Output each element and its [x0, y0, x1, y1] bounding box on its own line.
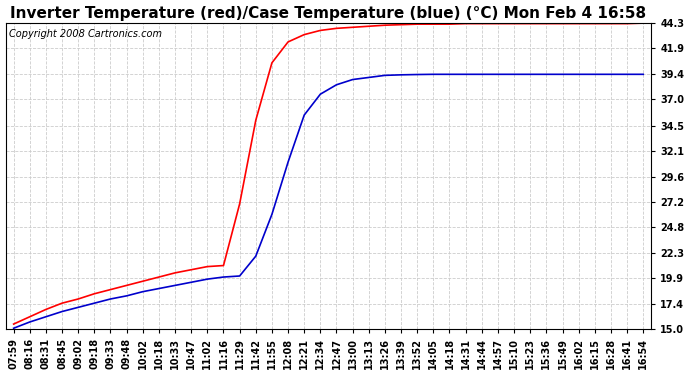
- Title: Inverter Temperature (red)/Case Temperature (blue) (°C) Mon Feb 4 16:58: Inverter Temperature (red)/Case Temperat…: [10, 6, 647, 21]
- Text: Copyright 2008 Cartronics.com: Copyright 2008 Cartronics.com: [9, 29, 161, 39]
